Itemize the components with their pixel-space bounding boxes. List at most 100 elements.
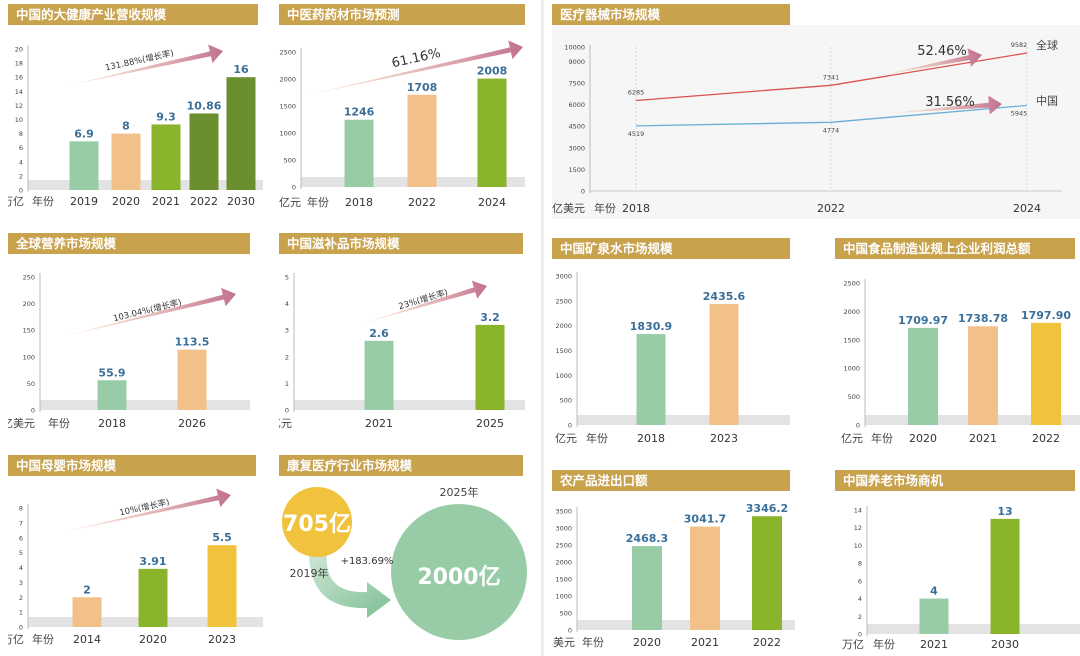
y-tick-label: 14 <box>854 507 862 515</box>
data-label: 55.9 <box>98 366 125 379</box>
category-label: 2022 <box>408 196 436 209</box>
floor-band <box>28 180 263 190</box>
x-axis-label: 年份 <box>32 632 54 646</box>
data-label: 4774 <box>823 126 840 134</box>
y-tick-label: 1 <box>285 380 289 388</box>
category-label: 2021 <box>365 417 393 430</box>
chart-nutrition: 050100150200250亿美元年份55.92018113.52026103… <box>8 273 250 430</box>
growth-arrow <box>70 44 223 85</box>
y-tick-label: 1 <box>19 609 23 617</box>
growth-annotation: 23%(增长率) <box>397 287 449 312</box>
growth-arrow <box>364 280 487 323</box>
y-tick-label: 4 <box>285 300 289 308</box>
floor-band <box>577 415 790 425</box>
x-axis-label: 年份 <box>48 416 70 430</box>
bubble-2019 <box>282 487 352 557</box>
category-label: 2030 <box>991 638 1019 651</box>
category-label: 2025 <box>476 417 504 430</box>
legend-label: 全球 <box>1036 38 1058 52</box>
y-tick-label: 0 <box>19 187 23 195</box>
y-tick-label: 1500 <box>555 576 572 584</box>
data-label: 3.91 <box>139 555 166 568</box>
data-label: 3.2 <box>480 311 500 324</box>
y-tick-label: 1000 <box>279 130 296 138</box>
category-label: 2018 <box>637 432 665 445</box>
y-tick-label: 8 <box>19 130 23 138</box>
y-tick-label: 16 <box>15 74 23 82</box>
data-label: 3346.2 <box>746 502 788 515</box>
series-line <box>635 104 1028 127</box>
y-tick-label: 2 <box>285 353 289 361</box>
y-tick-label: 1500 <box>279 103 296 111</box>
bar <box>111 133 141 190</box>
growth-annotation: 31.56% <box>925 95 975 110</box>
y-tick-label: 9000 <box>568 58 585 66</box>
y-tick-label: 5 <box>19 549 23 557</box>
y-tick-label: 200 <box>23 300 35 308</box>
chart-food: 0 500 1000 1500 2000 2500 亿元 年份 1709.97 2020 1738.… <box>841 279 1080 445</box>
panel-title: 康复医疗行业市场规模 <box>279 455 523 476</box>
unit-label: 亿美元 <box>8 417 35 430</box>
y-tick-label: 2000 <box>279 76 296 84</box>
panel-title: 中国食品制造业规上企业利润总额 <box>835 238 1075 259</box>
bar <box>151 124 181 190</box>
y-tick-label: 500 <box>560 610 572 618</box>
legend-label: 中国 <box>1036 94 1058 107</box>
y-tick-label: 6 <box>19 534 23 542</box>
y-tick-label: 1500 <box>568 166 585 174</box>
bubble-value-2019: 705亿 <box>283 512 351 537</box>
x-axis-label: 年份 <box>582 635 604 649</box>
category-label: 2018 <box>98 417 126 430</box>
series-line <box>635 52 1028 102</box>
floor-band <box>577 620 795 630</box>
floor-band <box>867 624 1080 634</box>
bar <box>919 598 949 634</box>
data-label: 1738.78 <box>958 312 1008 325</box>
bar <box>690 526 720 630</box>
y-tick-label: 1500 <box>843 336 860 344</box>
data-label: 1708 <box>407 81 438 94</box>
growth-arrow <box>882 48 982 75</box>
data-label: 2 <box>83 583 91 596</box>
y-tick-label: 250 <box>23 274 35 282</box>
y-tick-label: 2500 <box>843 280 860 288</box>
y-tick-label: 0 <box>856 422 860 430</box>
y-tick-label: 7 <box>19 519 23 527</box>
y-tick-label: 8 <box>858 560 862 568</box>
bar <box>908 327 938 425</box>
y-tick-label: 12 <box>15 102 23 110</box>
panel-title: 全球营养市场规模 <box>8 233 250 254</box>
category-label: 2024 <box>1013 202 1041 215</box>
bar <box>709 304 739 425</box>
bar <box>177 349 207 410</box>
y-tick-label: 2500 <box>555 297 572 305</box>
category-label: 2021 <box>969 432 997 445</box>
bubble-2025 <box>391 504 527 640</box>
bubble-year-2025: 2025年 <box>440 485 479 499</box>
unit-label: 亿元 <box>555 432 577 445</box>
panel-title: 中国的大健康产业营收规模 <box>8 4 258 25</box>
unit-label: 万亿 <box>8 633 24 646</box>
bar <box>364 340 394 410</box>
y-tick-label: 0 <box>292 184 296 192</box>
y-tick-label: 1000 <box>555 372 572 380</box>
data-label: 5.5 <box>212 531 232 544</box>
panel-agri: 农产品进出口额 0 500 1000 1500 2000 2500 3000 3500 亿美元年… <box>552 470 795 654</box>
panel-title: 农产品进出口额 <box>552 470 790 491</box>
category-label: 2014 <box>73 633 101 646</box>
panel-tcm: 中医药药材市场预测 0 500 1000 1500 2000 2500 亿元 年份 1246 20… <box>279 4 525 214</box>
data-label: 2468.3 <box>626 532 668 545</box>
y-tick-label: 18 <box>15 60 23 68</box>
panel-rehab: 康复医疗行业市场规模 705亿 2019年 2000亿 2025年 +183.69% <box>279 455 541 655</box>
category-label: 2021 <box>152 195 180 208</box>
x-axis-label: 年份 <box>873 637 895 651</box>
unit-label: 亿美元 <box>552 202 585 215</box>
y-tick-label: 14 <box>15 88 23 96</box>
y-tick-label: 2500 <box>279 49 296 57</box>
y-tick-label: 0 <box>31 407 35 415</box>
category-label: 2020 <box>112 195 140 208</box>
growth-annotation: 52.46% <box>917 44 967 59</box>
x-axis-label: 年份 <box>594 201 616 215</box>
panel-devices: 医疗器械市场规模 0 1500 3000 4500 6000 7500 9000 10000 亿… <box>552 4 1080 219</box>
